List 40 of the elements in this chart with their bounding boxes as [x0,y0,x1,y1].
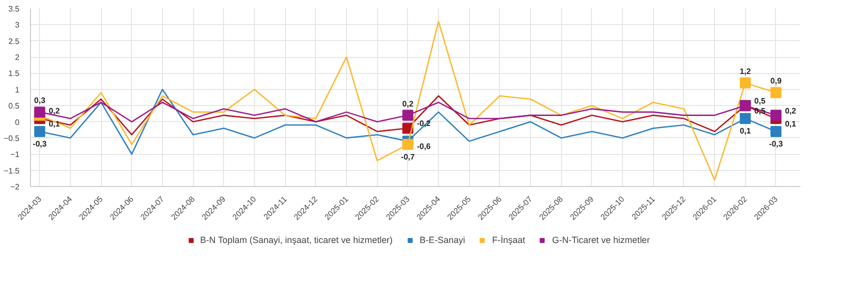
point [34,106,46,118]
point [740,113,751,124]
data-label: 0,3 [34,96,46,106]
y-tick-label: 2.5 [8,36,20,46]
data-label: 0,1 [784,120,797,129]
y-tick-label: 3 [15,20,20,30]
data-label: 0,1 [740,126,752,136]
legend-label: B-E-Sanayi [420,235,466,245]
data-label: 0,2 [784,106,797,116]
data-label: -0,3 [769,139,784,148]
point [740,77,751,88]
y-tick-label: −1.5 [4,166,20,176]
legend-label: B-N Toplam (Sanayi, inşaat, ticaret ve hizmetler) [200,235,393,245]
point [402,110,414,121]
data-label: 0,9 [770,76,782,86]
y-tick-label: 2 [15,53,20,62]
data-label: 0,2 [402,99,414,108]
legend-label: G-N-Ticaret ve hizmetler [552,235,650,245]
point [34,126,46,137]
y-tick-label: 1 [15,85,20,94]
data-label: 0,5 [754,96,766,106]
y-tick-label: 0.5 [8,102,20,111]
y-tick-label: 0 [15,118,20,127]
point [770,126,782,137]
y-tick-label: 1.5 [8,69,20,78]
data-label: -0,3 [32,139,48,148]
y-tick-label: −1 [10,150,20,160]
y-tick-label: −2 [10,182,20,192]
point [770,87,782,98]
y-tick-label: −0.5 [4,134,20,143]
data-label: -0,6 [416,142,432,152]
point [402,138,414,150]
point [770,110,782,121]
data-label: -0,7 [400,152,416,162]
data-label: 1,2 [740,66,752,76]
data-label: 0,1 [48,120,60,129]
data-label: 0,5 [754,106,766,116]
y-tick-label: 3.5 [8,4,20,14]
data-label: 0,2 [48,106,60,116]
legend-label: F-İnşaat [492,235,526,245]
